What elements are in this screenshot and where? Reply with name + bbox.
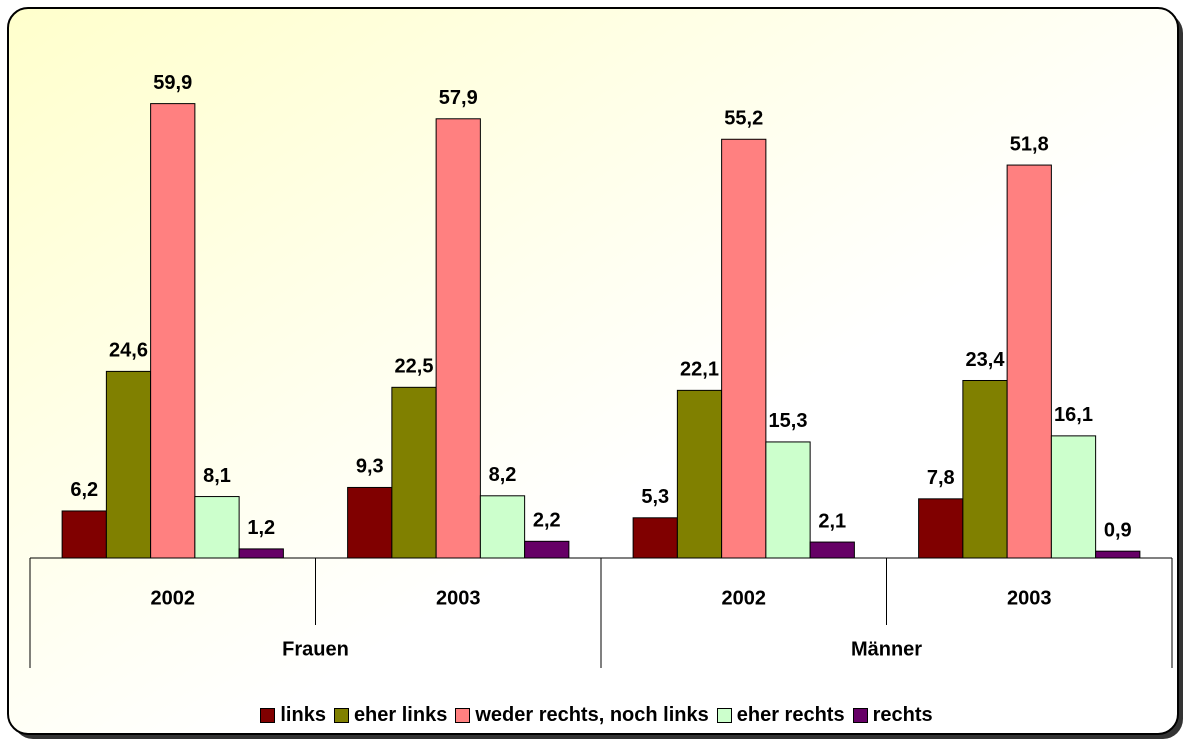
group-label: Frauen	[282, 638, 349, 660]
x-tick-label: 2003	[436, 587, 481, 609]
bar	[479, 495, 526, 559]
bar	[391, 386, 437, 559]
legend-label: eher links	[353, 704, 448, 726]
x-tick-label: 2003	[1007, 587, 1052, 609]
legend: links eher links weder rechts, noch links e…	[0, 704, 1193, 727]
bar	[632, 517, 678, 559]
x-tick-label: 2002	[151, 587, 196, 609]
data-label: 51,8	[1010, 133, 1049, 155]
data-label: 2,1	[818, 510, 846, 532]
data-label: 5,3	[641, 486, 669, 508]
legend-label: weder rechts, noch links	[475, 704, 709, 726]
bar	[435, 118, 481, 559]
data-label: 15,3	[769, 410, 808, 432]
data-label: 24,6	[109, 340, 148, 362]
bar	[809, 541, 855, 559]
bar	[61, 510, 107, 559]
legend-swatch	[260, 708, 276, 723]
data-label: 55,2	[724, 108, 763, 130]
legend-label: links	[280, 704, 326, 726]
bar	[524, 540, 570, 559]
data-label: 9,3	[356, 456, 384, 478]
legend-swatch	[716, 708, 732, 723]
bar	[1095, 550, 1141, 559]
bar	[1050, 435, 1097, 559]
data-label: 6,2	[70, 479, 98, 501]
x-tick-label: 2002	[722, 587, 767, 609]
data-label: 0,9	[1104, 519, 1132, 541]
bar	[1006, 164, 1052, 559]
chart-frame	[7, 7, 1179, 735]
bar	[194, 496, 240, 559]
legend-swatch	[852, 708, 868, 723]
bar	[721, 138, 767, 559]
legend-item: links	[260, 704, 326, 727]
data-label: 23,4	[966, 349, 1006, 371]
data-label: 59,9	[153, 72, 192, 94]
data-label: 1,2	[247, 517, 275, 539]
data-label: 7,8	[927, 467, 955, 489]
bar	[918, 498, 964, 559]
data-label: 16,1	[1054, 404, 1093, 426]
bar	[347, 486, 393, 559]
data-label: 22,1	[680, 359, 719, 381]
data-label: 8,1	[203, 465, 231, 487]
legend-item: rechts	[852, 704, 933, 727]
group-label: Männer	[851, 638, 922, 660]
data-label: 22,5	[395, 356, 434, 378]
legend-item: eher links	[333, 704, 448, 727]
bar	[150, 103, 196, 559]
bar	[676, 389, 723, 559]
legend-label: eher rechts	[736, 704, 845, 726]
legend-label: rechts	[872, 704, 933, 726]
legend-item: eher rechts	[716, 704, 845, 727]
bar	[238, 548, 284, 559]
legend-item: weder rechts, noch links	[455, 704, 709, 727]
data-label: 2,2	[533, 510, 561, 532]
data-label: 8,2	[489, 464, 517, 486]
bar	[105, 370, 152, 559]
data-label: 57,9	[439, 87, 478, 109]
bar	[765, 441, 811, 559]
legend-swatch	[455, 708, 471, 723]
legend-swatch	[333, 708, 349, 723]
bar	[962, 379, 1008, 559]
